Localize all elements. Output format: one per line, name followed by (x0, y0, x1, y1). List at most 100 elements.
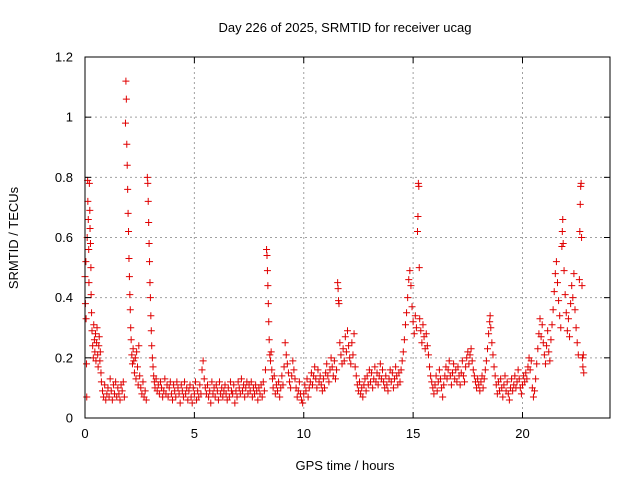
data-point (537, 333, 545, 341)
data-point (514, 366, 522, 374)
data-point (230, 381, 238, 389)
data-point (95, 342, 103, 350)
data-point (148, 354, 156, 362)
data-point (129, 345, 137, 353)
data-point (405, 276, 413, 284)
data-point (263, 267, 271, 275)
data-point (231, 399, 239, 407)
data-point (145, 218, 153, 226)
data-point (558, 243, 566, 251)
data-point (576, 227, 584, 235)
data-point (137, 384, 145, 392)
data-point (462, 363, 470, 371)
data-point (275, 378, 283, 386)
data-point (547, 336, 555, 344)
grid-lines (85, 57, 610, 418)
data-point (435, 366, 443, 374)
x-tick-label: 5 (191, 426, 198, 441)
data-point (136, 372, 144, 380)
data-point (274, 387, 281, 395)
data-point (511, 372, 519, 380)
data-point (325, 378, 333, 386)
data-point (426, 363, 434, 371)
data-point (314, 366, 322, 374)
data-point (499, 393, 507, 401)
data-point (392, 363, 400, 371)
data-point (200, 375, 208, 383)
data-point (560, 267, 568, 275)
data-point (491, 372, 499, 380)
data-point (246, 387, 254, 395)
data-point (102, 396, 110, 404)
data-point (561, 291, 569, 299)
data-point (486, 312, 494, 320)
data-point (207, 399, 215, 407)
data-point (208, 378, 216, 386)
data-point (125, 255, 133, 263)
data-point (501, 372, 509, 380)
data-point (540, 351, 548, 359)
data-point (107, 387, 115, 395)
data-point (105, 393, 113, 401)
data-point (567, 300, 575, 308)
data-point (172, 393, 180, 401)
data-point (82, 258, 90, 266)
data-point (279, 381, 287, 389)
data-point (198, 366, 206, 374)
data-point (563, 327, 571, 335)
data-point (145, 240, 153, 248)
x-tick-label: 20 (515, 426, 529, 441)
data-point (363, 372, 371, 380)
data-point (529, 393, 537, 401)
data-point (334, 279, 342, 287)
data-point (278, 372, 286, 380)
data-point (414, 212, 422, 220)
data-point (527, 357, 535, 365)
data-point (450, 360, 458, 368)
data-point (233, 393, 241, 401)
data-point (299, 399, 307, 407)
data-point (559, 215, 567, 223)
data-point (144, 197, 152, 205)
data-point (96, 348, 104, 356)
data-point (86, 206, 94, 214)
data-point (286, 378, 294, 386)
data-point (133, 348, 141, 356)
data-point (549, 306, 557, 314)
data-point (289, 357, 297, 365)
data-point (580, 369, 588, 377)
data-point (337, 351, 345, 359)
data-point (397, 366, 405, 374)
data-point (309, 381, 316, 389)
data-point (281, 339, 289, 347)
data-point (266, 351, 274, 359)
data-point (351, 363, 359, 371)
data-point (349, 351, 357, 359)
data-point (340, 357, 348, 365)
data-point (575, 276, 583, 284)
data-point (523, 375, 531, 383)
data-point (497, 375, 505, 383)
data-point (477, 378, 485, 386)
data-point (259, 378, 267, 386)
data-point (304, 393, 312, 401)
data-point (213, 387, 221, 395)
data-point (352, 372, 360, 380)
data-point (579, 363, 587, 371)
data-point (305, 384, 313, 392)
data-point (146, 294, 154, 302)
data-points (81, 77, 588, 407)
data-point (242, 384, 250, 392)
data-point (237, 375, 245, 383)
data-point (347, 360, 355, 368)
data-point (219, 393, 227, 401)
data-point (119, 378, 127, 386)
data-point (126, 306, 134, 314)
data-point (85, 179, 93, 187)
data-point (526, 366, 534, 374)
data-point (258, 393, 266, 401)
data-point (573, 339, 581, 347)
x-tick-label: 0 (81, 426, 88, 441)
data-point (505, 396, 513, 404)
data-point (569, 294, 577, 302)
